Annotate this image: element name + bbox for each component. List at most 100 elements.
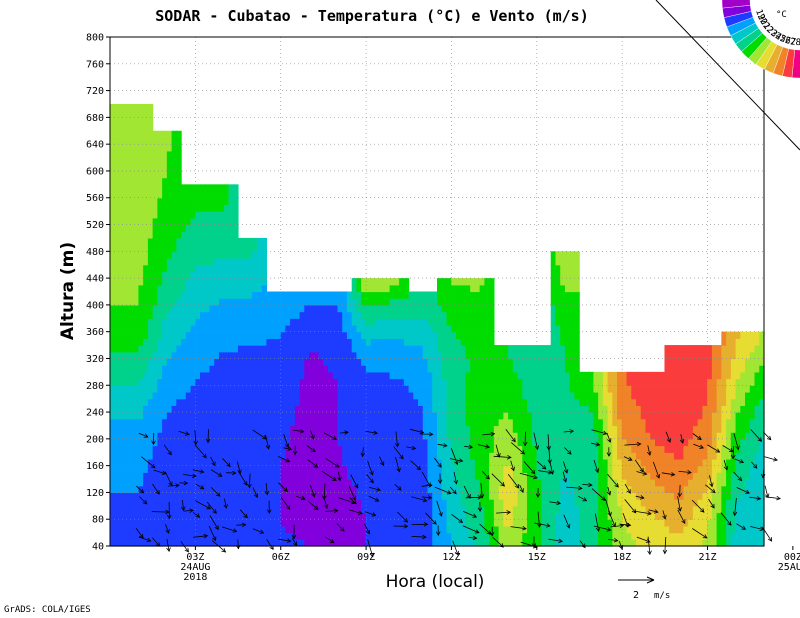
temperature-cell [157,452,163,460]
temperature-cell [299,405,305,413]
temperature-cell [242,405,249,413]
temperature-cell [441,304,448,313]
temperature-cell [280,525,286,534]
temperature-cell [171,385,177,393]
temperature-cell [512,358,519,366]
temperature-cell [640,385,647,393]
temperature-cell [119,231,125,239]
temperature-cell [569,512,576,520]
temperature-cell [285,458,291,467]
temperature-cell [361,311,367,319]
temperature-cell [527,358,533,366]
temperature-cell [645,398,651,406]
temperature-cell [564,324,571,333]
temperature-cell [237,284,244,293]
temperature-cell [365,278,372,286]
temperature-cell [422,385,429,393]
temperature-cell [337,351,343,360]
temperature-cell [166,519,173,527]
temperature-cell [365,519,372,527]
temperature-cell [673,432,680,440]
temperature-cell [664,351,670,360]
temperature-cell [166,492,173,500]
temperature-cell [607,505,613,514]
temperature-cell [564,472,571,480]
temperature-cell [247,405,253,413]
temperature-cell [138,465,144,473]
temperature-cell [294,458,301,467]
temperature-cell [138,338,144,346]
temperature-cell [598,405,604,413]
temperature-cell [437,445,443,453]
temperature-cell [493,525,500,534]
temperature-cell [318,378,324,386]
temperature-cell [370,385,376,393]
temperature-cell [124,164,130,172]
temperature-cell [451,358,457,366]
temperature-cell [271,499,277,507]
temperature-cell [119,137,125,145]
temperature-cell [261,472,267,480]
temperature-cell [531,485,538,494]
temperature-cell [162,217,168,226]
temperature-cell [470,298,476,306]
temperature-cell [195,224,201,232]
temperature-cell [365,452,372,460]
temperature-cell [162,284,168,293]
temperature-cell [337,452,343,460]
temperature-cell [465,499,471,507]
temperature-cell [365,505,372,514]
temperature-cell [560,512,566,520]
temperature-cell [598,485,604,494]
temperature-cell [427,371,433,380]
temperature-cell [617,532,623,540]
temperature-cell [394,331,400,339]
temperature-cell [512,418,519,427]
temperature-cell [133,244,140,252]
temperature-cell [228,472,234,480]
temperature-cell [228,264,234,273]
temperature-cell [294,519,301,527]
temperature-cell [237,278,244,286]
temperature-cell [138,197,144,206]
temperature-cell [328,445,334,453]
temperature-cell [209,539,215,547]
temperature-cell [493,539,500,547]
temperature-cell [574,324,580,333]
temperature-cell [237,304,244,313]
temperature-cell [261,539,267,547]
temperature-cell [181,485,187,494]
temperature-cell [541,371,547,380]
temperature-cell [181,231,187,239]
temperature-cell [275,452,282,460]
temperature-cell [574,485,580,494]
temperature-cell [579,432,585,440]
temperature-cell [323,291,329,299]
temperature-cell [285,418,291,427]
temperature-cell [147,144,154,152]
temperature-cell [541,512,547,520]
temperature-cell [242,398,249,406]
temperature-cell [418,351,424,360]
temperature-cell [237,358,244,366]
temperature-cell [555,398,561,406]
temperature-cell [209,284,215,293]
temperature-cell [152,525,158,534]
temperature-cell [346,345,353,353]
temperature-cell [361,385,367,393]
temperature-cell [550,278,557,286]
temperature-cell [465,452,471,460]
temperature-cell [399,378,405,386]
temperature-cell [479,391,485,400]
temperature-cell [337,492,343,500]
temperature-cell [119,365,125,373]
temperature-cell [564,351,571,360]
temperature-cell [176,324,182,333]
temperature-cell [337,324,343,333]
temperature-cell [636,465,642,473]
temperature-cell [275,432,282,440]
temperature-cell [128,304,135,313]
temperature-cell [110,110,116,118]
temperature-cell [266,512,272,520]
temperature-cell [536,452,542,460]
